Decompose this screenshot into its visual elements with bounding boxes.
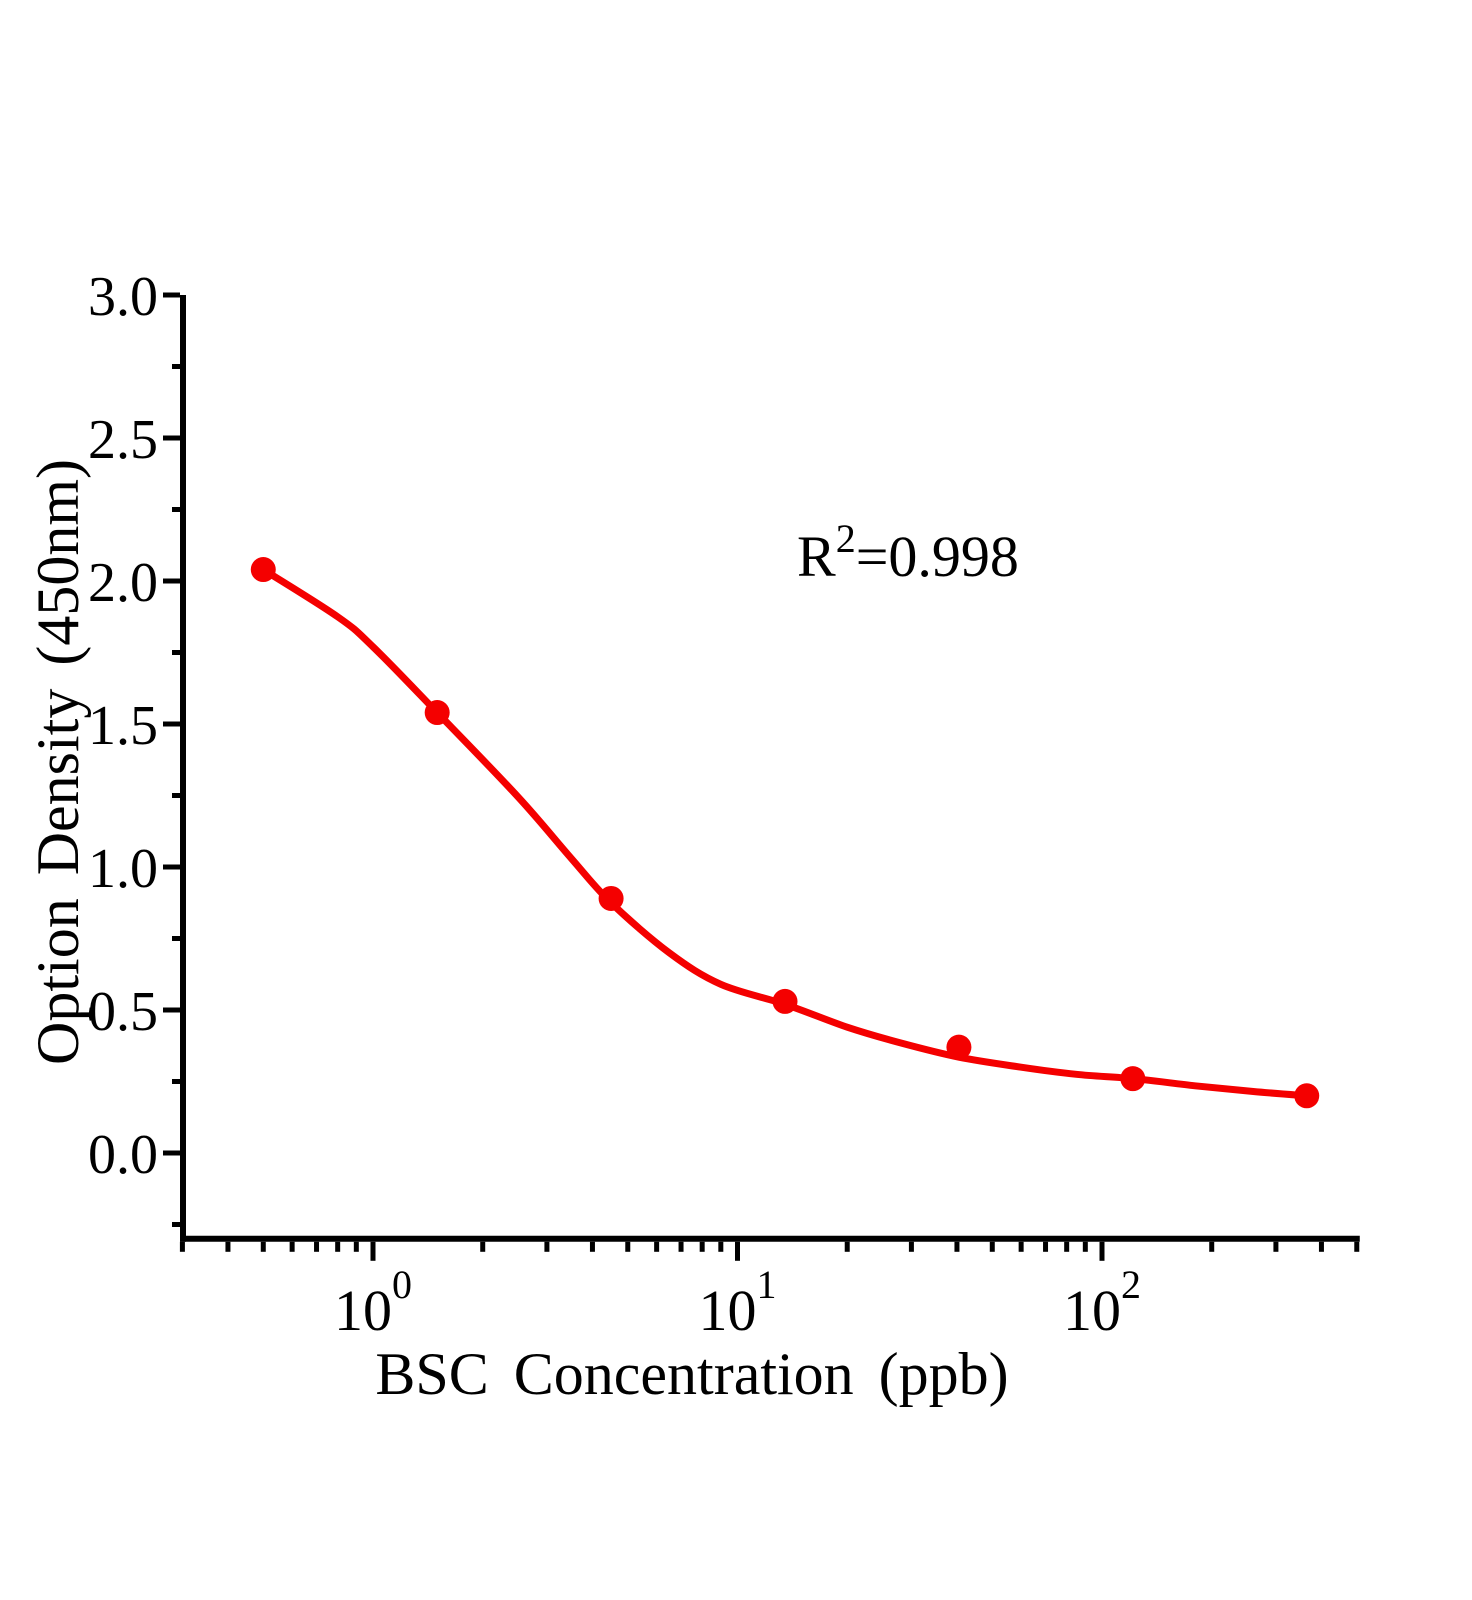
data-point: [1120, 1066, 1146, 1092]
data-point: [598, 885, 624, 911]
r-squared-annotation: R2=0.998: [797, 519, 1019, 586]
data-point: [250, 557, 276, 583]
y-axis-title: Option Density (450nm): [25, 459, 91, 1065]
x-axis-title: BSC Concentration (ppb): [375, 1341, 1009, 1407]
y-tick-label: 0.0: [88, 1124, 158, 1186]
data-point: [1294, 1083, 1320, 1109]
y-tick-label: 3.0: [88, 266, 158, 328]
fit-curve: [259, 566, 1311, 1100]
y-tick-label: 2.0: [88, 552, 158, 614]
r-squared-exponent: 2: [835, 516, 856, 561]
data-point: [424, 700, 450, 726]
x-tick-label: 100: [334, 1262, 412, 1343]
x-tick-label: 101: [699, 1262, 777, 1343]
y-tick-label: 0.5: [88, 981, 158, 1043]
y-tick-label: 2.5: [88, 409, 158, 471]
y-tick-label: 1.5: [88, 695, 158, 757]
r-squared-base: R: [797, 524, 836, 589]
data-point: [772, 988, 798, 1014]
r-squared-value: =0.998: [855, 524, 1019, 589]
y-tick-label: 1.0: [88, 838, 158, 900]
x-tick-label: 102: [1063, 1262, 1141, 1343]
data-point: [946, 1034, 972, 1060]
